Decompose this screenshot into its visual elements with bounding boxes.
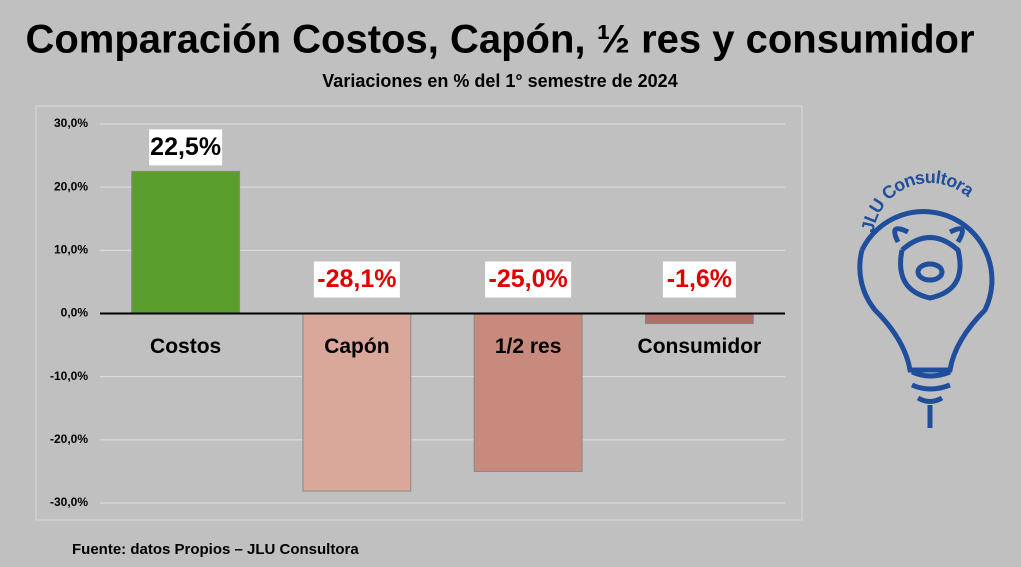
chart-title: Comparación Costos, Capón, ½ res y consu…	[25, 18, 974, 62]
pig-snout	[915, 261, 945, 283]
source-note: Fuente: datos Propios – JLU Consultora	[72, 541, 359, 558]
x-tick-label: 1/2 res	[495, 335, 562, 358]
pig-head	[892, 226, 965, 301]
y-tick-label: 30,0%	[54, 116, 88, 130]
y-tick-label: 0,0%	[61, 306, 89, 320]
value-label: -28,1%	[317, 265, 396, 293]
bulb	[857, 209, 995, 373]
y-tick-label: 10,0%	[54, 243, 88, 257]
value-label: -1,6%	[667, 265, 732, 293]
value-label: 22,5%	[150, 133, 221, 161]
chart-subtitle: Variaciones en % del 1° semestre de 2024	[322, 71, 677, 91]
bar	[644, 313, 754, 325]
bar	[131, 170, 241, 314]
value-label-box	[662, 261, 736, 298]
plot-frame	[35, 105, 803, 521]
bulb-base	[910, 369, 951, 428]
y-tick-label: -30,0%	[50, 495, 88, 509]
x-tick-label: Costos	[150, 335, 221, 358]
bar	[473, 313, 583, 472]
x-tick-label: Capón	[324, 335, 389, 358]
y-tick-label: -10,0%	[50, 369, 88, 383]
value-label: -25,0%	[489, 265, 568, 293]
y-tick-label: 20,0%	[54, 179, 88, 193]
x-tick-label: Consumidor	[638, 335, 762, 358]
bar	[302, 313, 412, 492]
y-tick-label: -20,0%	[50, 432, 88, 446]
value-label-box	[485, 261, 572, 298]
value-label-box	[149, 129, 223, 166]
value-label-box	[313, 261, 400, 298]
